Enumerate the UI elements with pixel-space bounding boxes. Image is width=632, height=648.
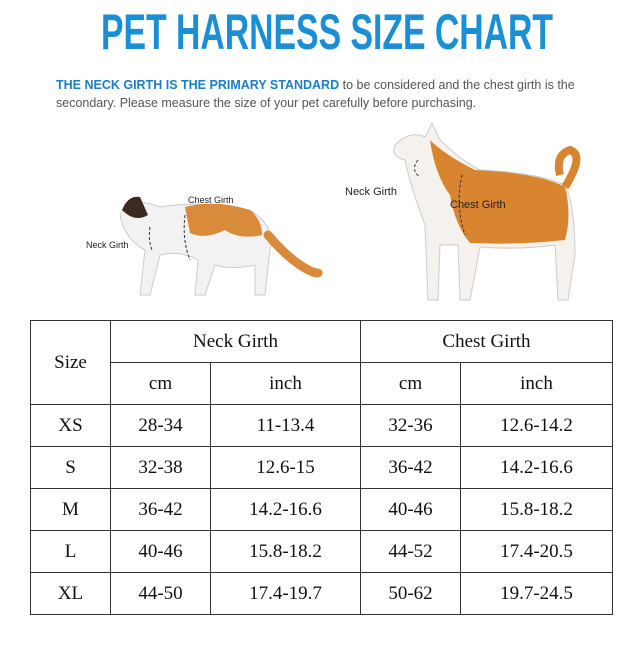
unit-header: inch xyxy=(210,362,361,405)
group-header: Neck Girth xyxy=(110,320,361,363)
size-cell: XS xyxy=(30,404,111,447)
size-row: XL 44-50 17.4-19.7 50-62 19.7-24.5 xyxy=(30,572,613,615)
cat: Chest Girth Neck Girth xyxy=(86,195,323,296)
size-cell: L xyxy=(30,530,111,573)
measure-cell: 12.6-14.2 xyxy=(460,404,613,447)
size-row: S 32-38 12.6-15 36-42 14.2-16.6 xyxy=(30,446,613,489)
measure-cell: 44-52 xyxy=(360,530,461,573)
measure-cell: 32-38 xyxy=(110,446,211,489)
intro-text: to be considered and the chest girth is … xyxy=(56,78,575,110)
size-row: XS 28-34 11-13.4 32-36 12.6-14.2 xyxy=(30,404,613,447)
measure-cell: 28-34 xyxy=(110,404,211,447)
measure-cell: 32-36 xyxy=(360,404,461,447)
measure-cell: 15.8-18.2 xyxy=(460,488,613,531)
unit-header: cm xyxy=(360,362,461,405)
cat-neck-label: Neck Girth xyxy=(86,240,129,250)
intro-highlight: THE NECK GIRTH IS THE PRIMARY STANDARD xyxy=(56,78,340,92)
title-area: PET HARNESS SIZE CHART xyxy=(101,4,553,60)
size-cell: M xyxy=(30,488,111,531)
size-cell: S xyxy=(30,446,111,489)
dog: Neck Girth Chest Girth xyxy=(345,121,581,301)
dog-chest-label: Chest Girth xyxy=(450,199,506,211)
unit-header: cm xyxy=(110,362,211,405)
measure-cell: 17.4-19.7 xyxy=(210,572,361,615)
title: PET HARNESS SIZE CHART xyxy=(101,4,553,60)
cat-chest-label: Chest Girth xyxy=(188,195,234,205)
measure-cell: 14.2-16.6 xyxy=(460,446,613,489)
measure-cell: 44-50 xyxy=(110,572,211,615)
measure-cell: 50-62 xyxy=(360,572,461,615)
dog-neck-label: Neck Girth xyxy=(345,186,397,198)
size-row: M 36-42 14.2-16.6 40-46 15.8-18.2 xyxy=(30,488,613,531)
measure-cell: 15.8-18.2 xyxy=(210,530,361,573)
size-header: Size xyxy=(30,320,111,405)
measure-cell: 40-46 xyxy=(360,488,461,531)
measure-cell: 11-13.4 xyxy=(210,404,361,447)
measure-cell: 12.6-15 xyxy=(210,446,361,489)
measure-cell: 36-42 xyxy=(360,446,461,489)
illustrations: Chest Girth Neck Girth Neck Girth Chest … xyxy=(86,121,581,301)
size-row: L 40-46 15.8-18.2 44-52 17.4-20.5 xyxy=(30,530,613,573)
measure-cell: 40-46 xyxy=(110,530,211,573)
size-cell: XL xyxy=(30,572,111,615)
measure-cell: 36-42 xyxy=(110,488,211,531)
measure-cell: 17.4-20.5 xyxy=(460,530,613,573)
size-table: Size Neck Girth Chest Girth cm inch cm inch… xyxy=(30,320,613,615)
measure-cell: 14.2-16.6 xyxy=(210,488,361,531)
intro: THE NECK GIRTH IS THE PRIMARY STANDARD t… xyxy=(56,76,616,112)
unit-header: inch xyxy=(460,362,613,405)
measure-cell: 19.7-24.5 xyxy=(460,572,613,615)
group-header: Chest Girth xyxy=(360,320,613,363)
